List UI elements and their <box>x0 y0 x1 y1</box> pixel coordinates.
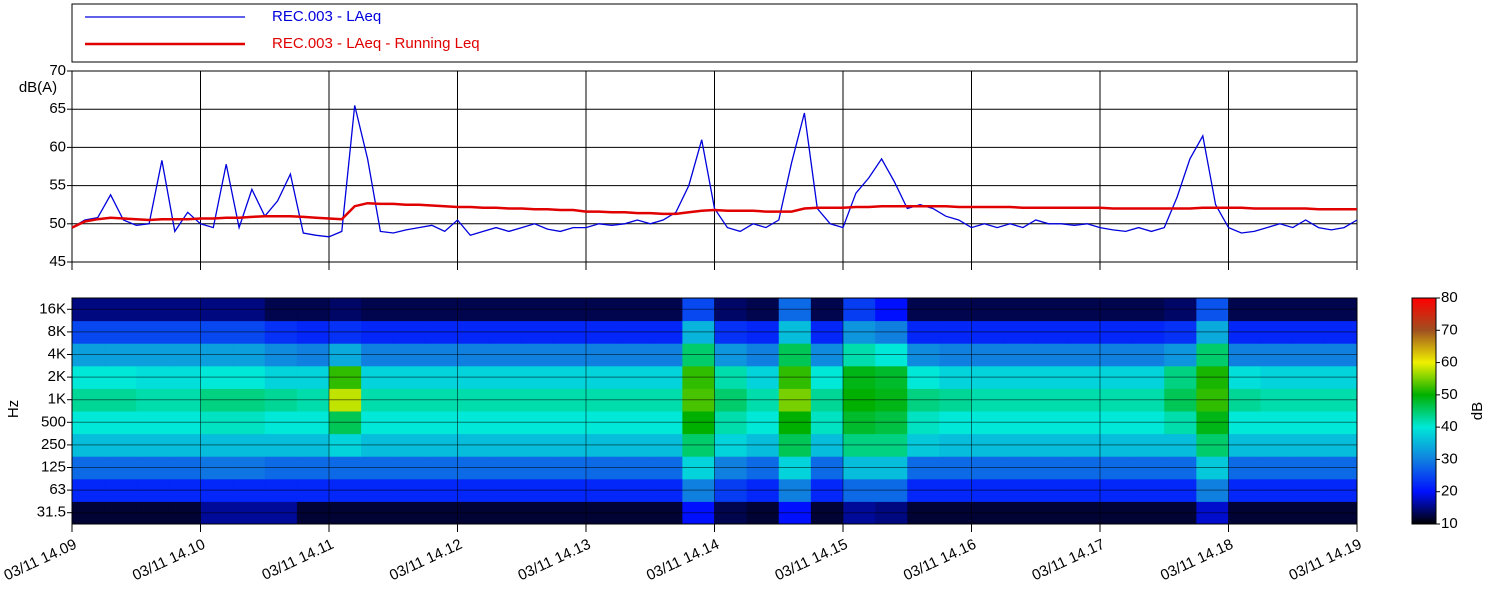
y-tick-label: 50 <box>49 215 66 232</box>
data-line <box>71 201 1357 229</box>
y-tick-label: 250 <box>41 436 66 453</box>
x-tick-label: 03/11 14.18 <box>1158 536 1236 584</box>
x-tick-label: 03/11 14.14 <box>644 536 722 584</box>
y-tick-label: 63 <box>49 481 66 498</box>
colorbar-tick-label: 30 <box>1441 450 1458 467</box>
y-tick-label: 60 <box>49 138 66 155</box>
x-tick-label: 03/11 14.17 <box>1029 536 1107 584</box>
y-tick-label: 8K <box>48 323 66 340</box>
colorbar-label: dB <box>1469 402 1486 420</box>
y-tick-label: 1K <box>48 391 66 408</box>
colorbar-tick-label: 10 <box>1441 515 1458 532</box>
colorbar-tick-label: 60 <box>1441 354 1458 371</box>
y-tick-label: 45 <box>49 253 66 270</box>
legend-label: REC.003 - LAeq <box>272 8 381 25</box>
y-tick-label: 2K <box>48 368 66 385</box>
y-tick-label: 500 <box>41 413 66 430</box>
y-tick-label: 31.5 <box>37 504 66 521</box>
y-tick-label: 55 <box>49 177 66 194</box>
plot-frame <box>71 70 1358 263</box>
x-tick-label: 03/11 14.09 <box>1 536 79 584</box>
colorbar-tick-label: 50 <box>1441 386 1458 403</box>
data-line <box>71 105 1358 238</box>
x-tick-label: 03/11 14.13 <box>515 536 593 584</box>
legend-box <box>71 3 1358 63</box>
x-tick-label: 03/11 14.19 <box>1286 536 1364 584</box>
colorbar-tick-label: 80 <box>1441 289 1458 306</box>
colorbar-tick-label: 70 <box>1441 321 1458 338</box>
x-tick-label: 03/11 14.11 <box>259 536 336 584</box>
y-axis-label: Hz <box>5 400 22 418</box>
colorbar <box>1411 297 1437 525</box>
x-tick-label: 03/11 14.15 <box>772 536 850 584</box>
x-tick-label: 03/11 14.12 <box>387 536 465 584</box>
colorbar-tick-label: 20 <box>1441 483 1458 500</box>
legend-label: REC.003 - LAeq - Running Leq <box>272 35 480 52</box>
x-tick-label: 03/11 14.10 <box>130 536 208 584</box>
colorbar-tick-label: 40 <box>1441 418 1458 435</box>
y-axis-label: dB(A) <box>19 79 57 96</box>
y-tick-label: 4K <box>48 345 66 362</box>
y-tick-label: 65 <box>49 100 66 117</box>
x-tick-label: 03/11 14.16 <box>901 536 979 584</box>
plot-frame <box>71 297 1358 525</box>
y-tick-label: 125 <box>41 458 66 475</box>
y-tick-label: 70 <box>49 62 66 79</box>
y-tick-label: 16K <box>39 300 66 317</box>
